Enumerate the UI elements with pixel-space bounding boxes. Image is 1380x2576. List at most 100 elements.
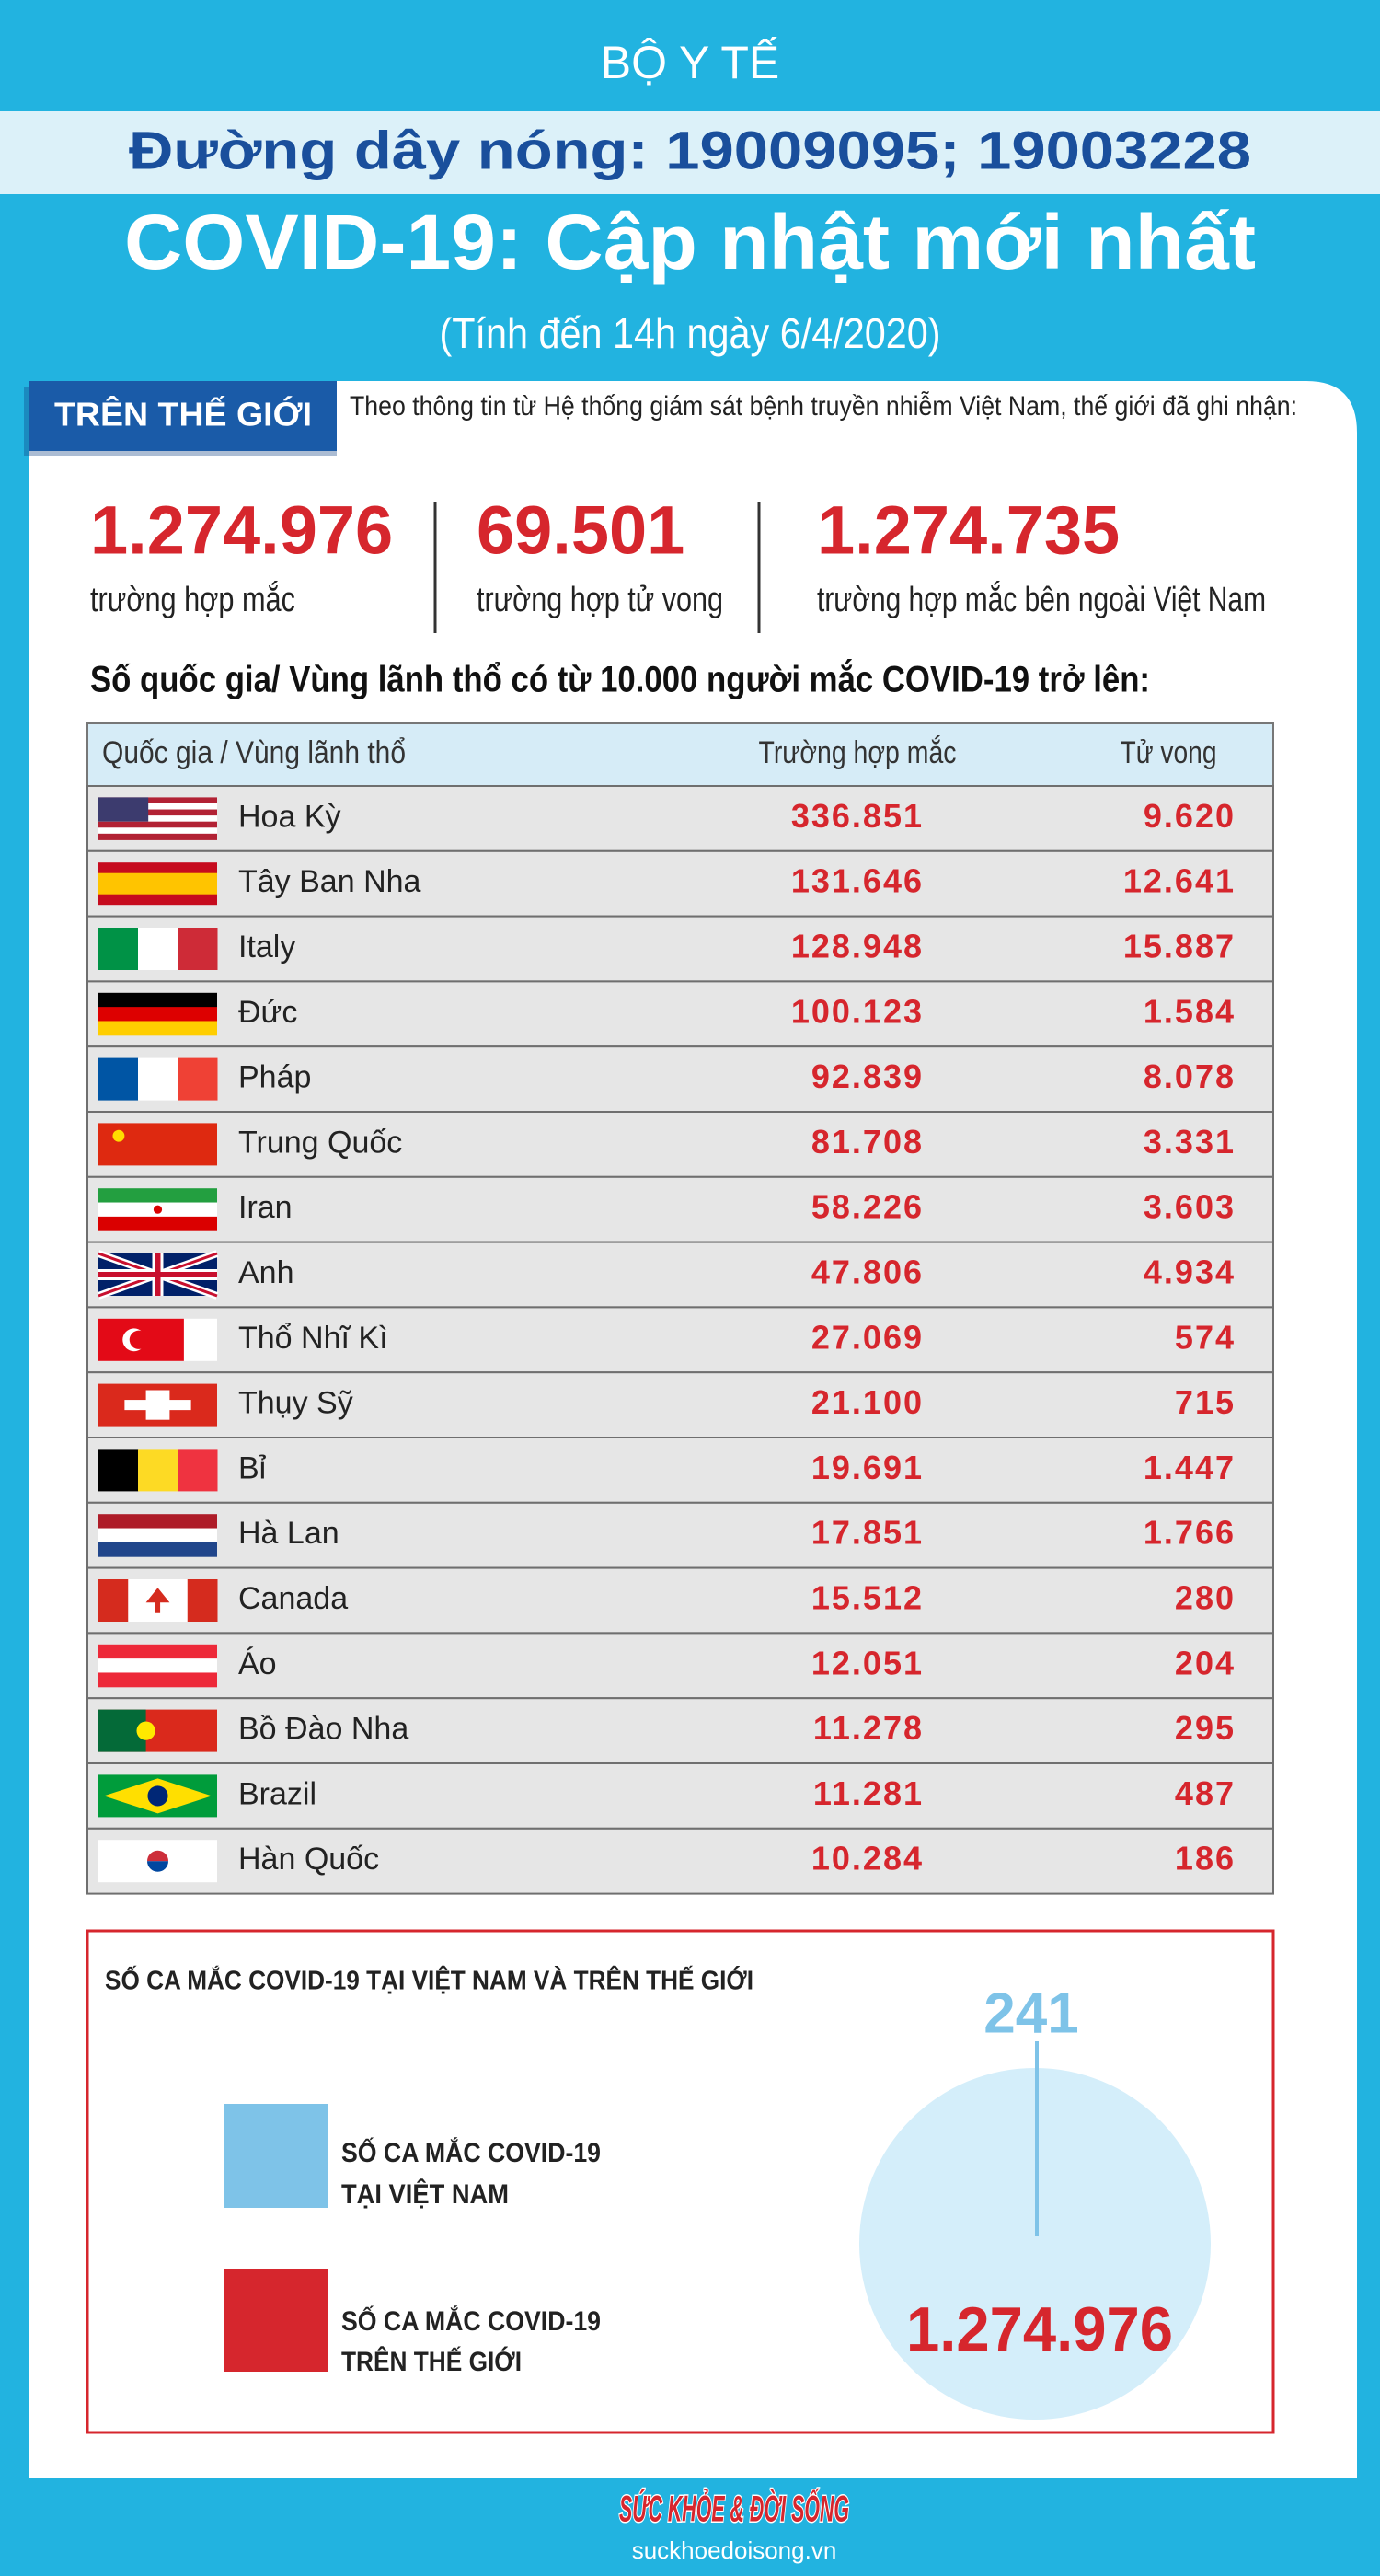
country-name: Đức bbox=[238, 995, 297, 1030]
cases: 10.284 bbox=[811, 1840, 924, 1877]
cases: 128.948 bbox=[791, 928, 924, 965]
flag-part bbox=[147, 1785, 168, 1807]
flag-stripe bbox=[98, 827, 217, 835]
flag-stripe bbox=[138, 928, 178, 970]
flag-part bbox=[153, 1205, 163, 1214]
cases: 100.123 bbox=[791, 992, 924, 1030]
subtitle: (Tính đến 14h ngày 6/4/2020) bbox=[440, 309, 941, 357]
country-name: Brazil bbox=[238, 1776, 316, 1811]
world-value: 1.274.976 bbox=[906, 2294, 1173, 2364]
legend-text: SỐ CA MẮC COVID-19 bbox=[341, 2305, 601, 2337]
country-name: Hà Lan bbox=[238, 1516, 339, 1551]
flag-stripe bbox=[98, 928, 139, 970]
deaths: 280 bbox=[1175, 1579, 1236, 1617]
flag-stripe bbox=[98, 1644, 217, 1659]
legend-swatch-vietnam bbox=[224, 2104, 328, 2208]
flag-part bbox=[112, 1129, 125, 1142]
row-background bbox=[86, 1437, 1274, 1504]
table-row: Trung Quốc 81.708 3.331 bbox=[86, 1111, 1274, 1178]
cases: 11.278 bbox=[813, 1709, 924, 1747]
flag-stripe bbox=[98, 1542, 217, 1557]
row-background bbox=[86, 1566, 1274, 1635]
table-row: Tây Ban Nha 131.646 12.641 bbox=[86, 849, 1274, 918]
flag bbox=[98, 1318, 217, 1361]
legend-text: SỐ CA MẮC COVID-19 bbox=[341, 2137, 601, 2168]
flag bbox=[98, 1383, 217, 1427]
row-background bbox=[86, 915, 1274, 983]
flag-stripe bbox=[138, 1449, 178, 1492]
stat-value: 1.274.735 bbox=[817, 492, 1120, 569]
brand-logo: SỨC KHỎE & ĐỜI SỐNG bbox=[619, 2488, 849, 2530]
flag bbox=[97, 1250, 219, 1300]
table-row: Thổ Nhĩ Kì 27.069 574 bbox=[86, 1306, 1274, 1374]
row-background bbox=[86, 1697, 1274, 1764]
table-heading: Số quốc gia/ Vùng lãnh thổ có từ 10.000 … bbox=[90, 658, 1150, 700]
deaths: 574 bbox=[1175, 1318, 1236, 1356]
country-name: Hàn Quốc bbox=[238, 1842, 379, 1877]
deaths: 9.620 bbox=[1144, 797, 1236, 835]
vietnam-value: 241 bbox=[983, 1981, 1078, 2045]
table-row: Hàn Quốc 10.284 186 bbox=[86, 1827, 1274, 1895]
deaths: 715 bbox=[1175, 1383, 1236, 1421]
flag-stripe bbox=[187, 1579, 218, 1622]
deaths: 3.603 bbox=[1144, 1188, 1236, 1226]
cases: 92.839 bbox=[811, 1057, 924, 1095]
deaths: 4.934 bbox=[1144, 1253, 1236, 1291]
stat-label: trường hợp mắc bên ngoài Việt Nam bbox=[817, 580, 1266, 619]
flag bbox=[98, 1188, 217, 1231]
hotline: Đường dây nóng: 19009095; 19003228 bbox=[129, 121, 1251, 180]
flag-part bbox=[98, 797, 149, 822]
flag bbox=[98, 992, 217, 1036]
table-row: Brazil 11.281 487 bbox=[86, 1762, 1274, 1830]
country-name: Hoa Kỳ bbox=[238, 799, 341, 834]
flag bbox=[98, 1644, 217, 1688]
flag-stripe bbox=[98, 815, 217, 823]
deaths: 487 bbox=[1175, 1774, 1236, 1812]
deaths: 295 bbox=[1175, 1709, 1236, 1747]
country-name: Anh bbox=[238, 1255, 294, 1290]
cases: 15.512 bbox=[811, 1579, 924, 1617]
world-tag bbox=[29, 381, 337, 451]
flag-stripe bbox=[98, 821, 217, 828]
flag-part bbox=[98, 872, 217, 895]
deaths: 12.641 bbox=[1123, 862, 1236, 900]
stat-value: 1.274.976 bbox=[90, 492, 393, 569]
country-name: Iran bbox=[238, 1190, 293, 1225]
cases: 21.100 bbox=[811, 1383, 924, 1421]
flag-stripe bbox=[138, 1057, 178, 1101]
row-background bbox=[86, 785, 1274, 852]
country-name: Canada bbox=[238, 1581, 348, 1616]
cases: 58.226 bbox=[811, 1188, 924, 1226]
country-name: Thụy Sỹ bbox=[238, 1386, 353, 1421]
flag bbox=[98, 797, 217, 840]
cases: 47.806 bbox=[811, 1253, 924, 1291]
country-name: Pháp bbox=[238, 1060, 311, 1095]
table-row: Canada 15.512 280 bbox=[86, 1566, 1274, 1635]
stat-value: 69.501 bbox=[477, 492, 684, 569]
flag-part bbox=[98, 1253, 217, 1296]
intro-text: Theo thông tin từ Hệ thống giám sát bệnh… bbox=[350, 391, 1297, 422]
table-row: Pháp 92.839 8.078 bbox=[86, 1045, 1274, 1113]
cases: 27.069 bbox=[811, 1318, 924, 1356]
country-name: Thổ Nhĩ Kì bbox=[238, 1321, 388, 1356]
legend-text: TẠI VIỆT NAM bbox=[341, 2178, 509, 2210]
flag bbox=[98, 1057, 218, 1101]
table-row: Anh 47.806 4.934 bbox=[86, 1241, 1274, 1309]
flag-part bbox=[124, 1400, 191, 1411]
flag-stripe bbox=[98, 1007, 217, 1022]
deaths: 15.887 bbox=[1123, 928, 1236, 965]
flag-stripe bbox=[98, 833, 217, 840]
cases: 19.691 bbox=[811, 1449, 924, 1486]
table-row: Thụy Sỹ 21.100 715 bbox=[86, 1371, 1274, 1438]
legend-swatch-world bbox=[224, 2269, 328, 2372]
flag bbox=[98, 1449, 218, 1492]
flag-stripe bbox=[178, 1449, 218, 1492]
flag-stripe bbox=[98, 1057, 139, 1101]
row-background bbox=[86, 1501, 1274, 1569]
flag-stripe bbox=[178, 1057, 218, 1101]
column-header: Trường hợp mắc bbox=[759, 735, 957, 770]
flag-part bbox=[147, 1850, 168, 1862]
country-name: Tây Ban Nha bbox=[238, 864, 421, 899]
stat-label: trường hợp mắc bbox=[90, 580, 295, 619]
row-background bbox=[86, 1371, 1274, 1438]
